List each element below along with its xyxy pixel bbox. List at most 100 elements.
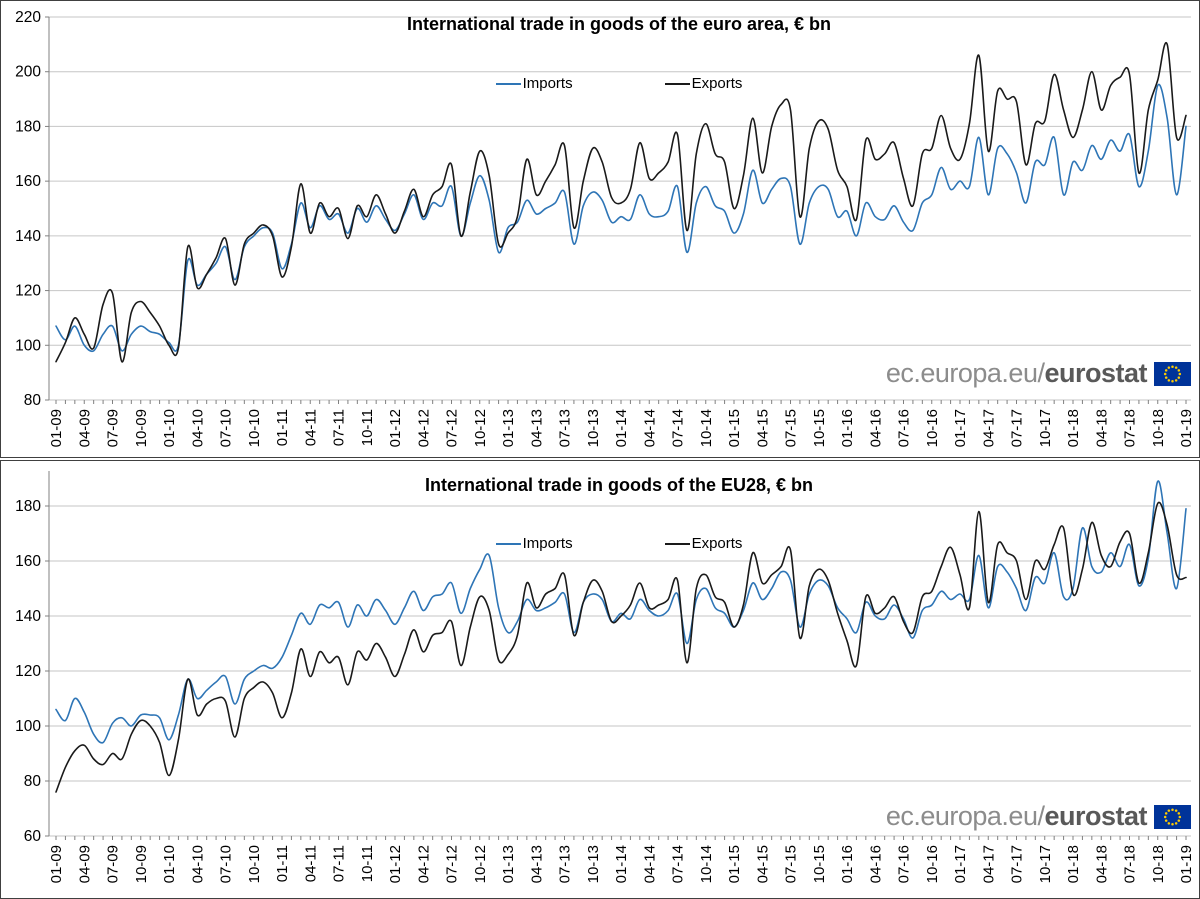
x-tick-label: 04-09 [76,409,93,447]
x-tick-label: 04-17 [980,845,997,883]
x-tick-label: 10-16 [924,409,941,447]
x-tick-label: 10-13 [585,409,602,447]
y-tick-label: 160 [15,553,41,570]
x-tick-label: 01-10 [161,409,178,447]
x-tick-label: 01-11 [274,845,291,882]
eurostat-watermark: ec.europa.eu/eurostat [886,801,1191,832]
x-tick-label: 01-10 [161,845,178,883]
x-tick-label: 01-17 [952,845,969,883]
euro-area-chart: 80 100 120 140 160 180 200 220 01-09 04-09 07-09 10… [15,9,1195,447]
chart-panel-euro-area: 80 100 120 140 160 180 200 220 01-09 04-09 07-09 10… [0,0,1200,458]
exports-line [55,501,1187,793]
y-tick-labels: 80 100 120 140 160 180 200 220 [15,9,41,409]
watermark-brand: eurostat [1044,801,1147,831]
x-tick-label: 10-13 [585,845,602,883]
x-tick-label: 04-14 [641,409,658,447]
x-tick-label: 10-12 [472,845,489,883]
x-tick-label: 04-14 [641,845,658,883]
x-tick-label: 10-18 [1150,845,1167,883]
x-tick-label: 10-12 [472,409,489,447]
chart-title-euro-area: International trade in goods of the euro… [406,14,832,34]
imports-line-sample [495,82,521,85]
y-gridlines [45,16,1191,401]
x-tick-label: 07-17 [1009,845,1026,883]
imports-line-sample [495,542,521,545]
x-tick-label: 01-19 [1178,409,1195,447]
eu-flag-icon [1154,804,1191,829]
y-tick-label: 180 [15,498,41,515]
y-tick-label: 80 [24,392,42,409]
x-tick-label: 04-18 [1093,409,1110,447]
x-tick-label: 04-10 [189,845,206,883]
x-tick-label: 10-15 [811,409,828,447]
x-tick-label: 04-13 [528,845,545,883]
x-tick-label: 07-15 [783,845,800,883]
x-tick-label: 07-10 [218,845,235,883]
x-tick-label: 01-16 [839,845,856,883]
legend-eu28: Imports Exports [49,535,1189,552]
x-tick-label: 07-14 [670,845,687,883]
x-tick-label: 07-13 [557,845,574,883]
x-tick-label: 01-14 [613,845,630,883]
legend-item-exports: Exports [664,75,743,92]
chart-panel-eu28: 60 80 100 120 140 160 180 01-09 04-09 07-09 10-09 0… [0,460,1200,899]
y-tick-label: 160 [15,173,41,190]
x-tick-label: 04-16 [867,409,884,447]
legend-label-imports: Imports [522,75,573,92]
x-tick-label: 01-19 [1178,845,1195,883]
y-tick-label: 120 [15,283,41,300]
eurostat-watermark: ec.europa.eu/eurostat [886,358,1191,389]
x-tick-label: 04-18 [1093,845,1110,883]
x-tick-label: 04-16 [867,845,884,883]
imports-line [55,83,1187,353]
x-tick-label: 01-18 [1065,845,1082,883]
x-tick-label: 07-17 [1009,409,1026,447]
legend-item-imports: Imports [495,75,573,92]
y-tick-label: 100 [15,718,41,735]
x-tick-label: 01-18 [1065,409,1082,447]
eu-flag-icon [1154,361,1191,386]
y-tick-label: 200 [15,64,41,81]
y-tick-label: 180 [15,118,41,135]
x-tick-label: 04-15 [754,409,771,447]
x-tick-label: 04-12 [415,409,432,447]
x-tick-label: 01-17 [952,409,969,447]
watermark-url: ec.europa.eu/ [885,358,1045,388]
x-tick-label: 10-18 [1150,409,1167,447]
x-tick-label: 01-11 [274,409,291,446]
x-tick-label: 10-16 [924,845,941,883]
x-tick-labels: 01-09 04-09 07-09 10-09 01-10 04-10 07-10 10-10… [48,845,1195,883]
x-tick-label: 07-16 [896,409,913,447]
x-tick-label: 07-13 [557,409,574,447]
legend-label-exports: Exports [691,75,743,92]
x-tick-label: 01-15 [726,409,743,447]
x-tick-label: 04-17 [980,409,997,447]
x-tick-label: 01-16 [839,409,856,447]
y-tick-labels: 60 80 100 120 140 160 180 [15,498,41,845]
watermark-url: ec.europa.eu/ [885,801,1045,831]
legend-euro-area: Imports Exports [49,75,1189,92]
x-tick-label: 07-15 [783,409,800,447]
x-tick-label: 01-09 [48,845,65,883]
x-tick-label: 07-09 [105,845,122,883]
x-tick-label: 01-14 [613,409,630,447]
legend-item-exports: Exports [664,535,742,552]
y-tick-label: 140 [15,228,41,245]
x-tick-label: 07-11 [331,845,348,882]
x-tick-label: 10-14 [698,845,715,883]
y-tick-label: 120 [15,663,41,680]
x-tick-label: 10-11 [359,845,376,882]
x-tick-label: 10-09 [133,845,150,883]
x-tick-label: 07-16 [896,845,913,883]
y-tick-label: 60 [24,828,42,845]
x-axis-ticks [55,836,1187,840]
x-tick-label: 01-13 [500,845,517,883]
y-tick-label: 80 [24,773,42,790]
y-tick-label: 220 [15,9,41,26]
x-tick-label: 10-17 [1037,409,1054,447]
x-axis-ticks [55,400,1187,404]
x-tick-label: 07-12 [444,845,461,883]
x-tick-label: 10-17 [1037,845,1054,883]
x-tick-label: 07-10 [218,409,235,447]
